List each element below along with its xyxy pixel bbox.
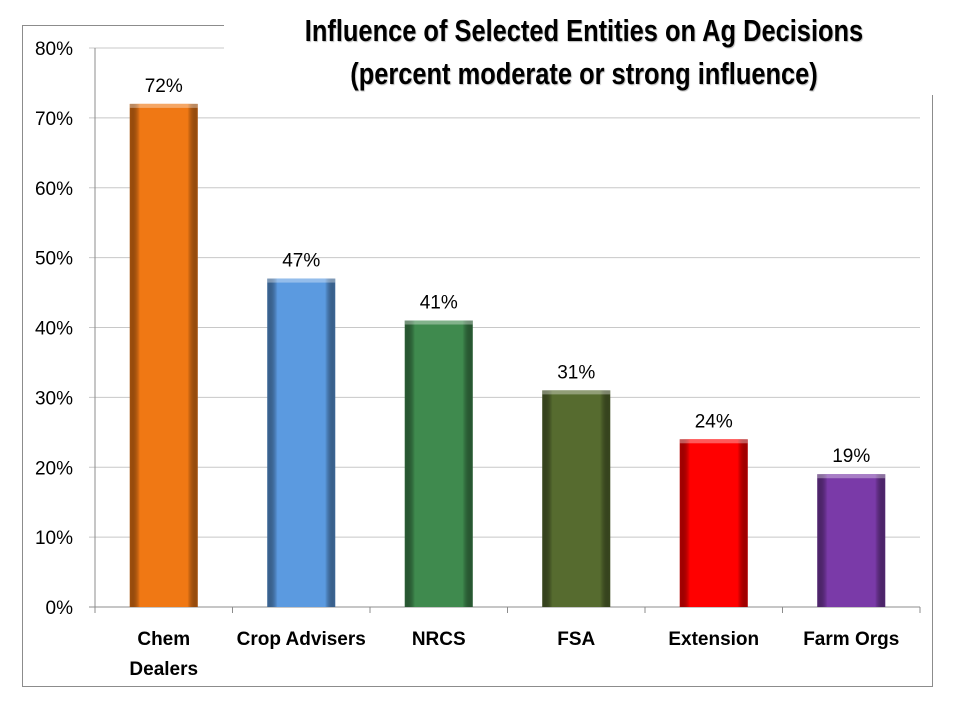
bar-shading (542, 390, 611, 607)
bar-bevel (129, 103, 198, 108)
x-tick-label: Crop Advisers (237, 629, 366, 650)
y-tick-label: 0% (46, 598, 74, 619)
y-tick-label: 70% (35, 109, 73, 130)
bar-shading (267, 278, 336, 607)
y-tick-label: 40% (35, 319, 73, 340)
data-label: 24% (695, 411, 733, 432)
y-tick-label: 60% (35, 179, 73, 200)
bar-bevel (817, 474, 886, 479)
y-tick-label: 50% (35, 249, 73, 270)
data-label: 19% (832, 446, 870, 467)
bar-shading (404, 320, 473, 607)
bar-bevel (542, 390, 611, 395)
x-tick-label: Dealers (129, 659, 198, 680)
y-tick-label: 30% (35, 388, 73, 409)
y-tick-label: 20% (35, 458, 73, 479)
x-tick-label: NRCS (412, 629, 466, 650)
y-tick-label: 80% (35, 39, 73, 60)
x-tick-label: Chem (137, 629, 190, 650)
x-tick-label: Farm Orgs (803, 629, 899, 650)
data-label: 41% (420, 293, 458, 314)
x-tick-label: Extension (668, 629, 759, 650)
y-tick-label: 10% (35, 528, 73, 549)
bar-bevel (267, 278, 336, 283)
bar-shading (129, 103, 198, 608)
data-label: 47% (282, 251, 320, 272)
chart-title-box: Influence of Selected Entities on Ag Dec… (224, 0, 944, 95)
data-label: 72% (145, 76, 183, 97)
bar-bevel (679, 439, 748, 444)
bar-shading (679, 439, 748, 607)
chart-subtitle: (percent moderate or strong influence) (350, 56, 818, 91)
data-label: 31% (557, 362, 595, 383)
bar-shading (817, 474, 886, 607)
chart-title: Influence of Selected Entities on Ag Dec… (304, 13, 864, 48)
bar-bevel (404, 320, 473, 325)
x-tick-label: FSA (557, 629, 595, 650)
